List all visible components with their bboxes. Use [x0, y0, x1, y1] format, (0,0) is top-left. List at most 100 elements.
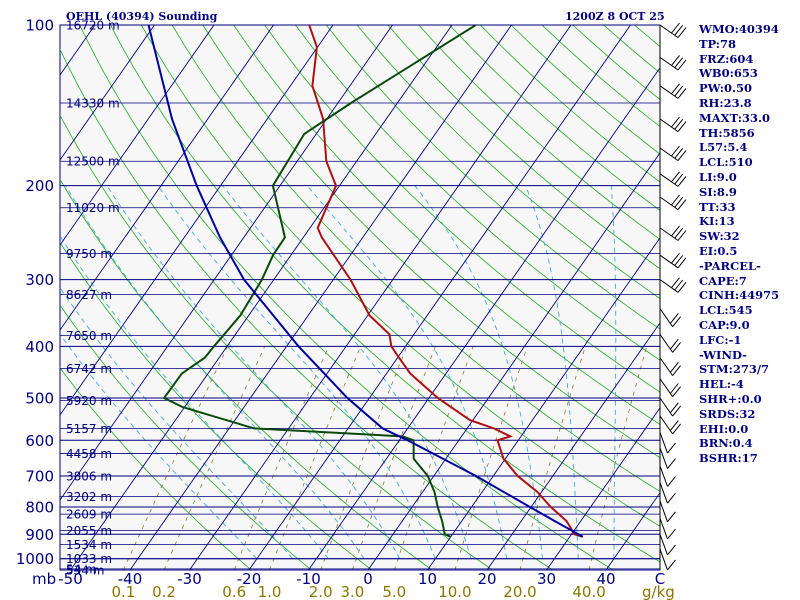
wind-barb	[659, 447, 676, 469]
isotherm	[60, 25, 215, 246]
wind-barb	[659, 482, 676, 504]
wind-barb-flag	[677, 150, 687, 161]
sounding-index: SI:8.9	[699, 184, 737, 199]
wind-barb-flag	[677, 27, 687, 38]
mixing-ratio-label: 1.0	[258, 583, 282, 600]
wind-barb-staff	[659, 173, 679, 187]
sounding-index: EHI:0.0	[699, 421, 749, 436]
wind-barb-flag	[671, 171, 680, 183]
wind-barb-staff	[659, 397, 674, 417]
temp-tick-label: -30	[177, 570, 202, 588]
isotherm	[248, 25, 631, 570]
sounding-index: LCL:510	[699, 155, 753, 170]
wind-barbs	[659, 22, 687, 571]
wind-barb-flag	[674, 227, 684, 239]
dry-adiabat	[60, 48, 554, 570]
wind-barb	[659, 194, 687, 211]
isotherm	[0, 25, 36, 570]
wind-barb-flag	[669, 338, 679, 350]
wind-barb	[659, 145, 687, 162]
wind-barb-flag	[669, 362, 679, 373]
sounding-indices-panel: WMO:40394 TP:78 FRZ:604 WB0:653 PW:0.50 RH:23…	[699, 22, 799, 466]
dry-adiabat	[356, 25, 660, 300]
wind-barb-staff	[659, 357, 674, 376]
wind-barb-flag	[672, 386, 681, 398]
sounding-index: BSHR:17	[699, 451, 758, 466]
mixing-ratio-label: 40.0	[572, 583, 605, 600]
mixing-ratio-label: 0.2	[152, 583, 176, 600]
sounding-index: CAPE:7	[699, 273, 747, 288]
wind-barb	[659, 415, 681, 435]
height-label: 11020 m	[66, 201, 120, 215]
height-label: 1534 m	[66, 538, 112, 552]
wind-barb-flag	[677, 88, 687, 99]
temp-tick-label: -40	[118, 570, 143, 588]
wind-barb	[659, 22, 687, 39]
parcel-trace	[147, 25, 584, 538]
isotherm	[486, 322, 660, 570]
height-label: 7650 m	[66, 329, 112, 343]
wind-barb-staff	[659, 85, 679, 99]
wind-barb-flag	[667, 476, 676, 487]
wind-barb-flag	[671, 277, 680, 289]
mixing-ratio-label: 3.0	[340, 583, 364, 600]
wind-barb	[659, 465, 676, 487]
wind-barb-staff	[659, 308, 674, 327]
wind-barb	[659, 225, 687, 241]
sounding-index: PW:0.50	[699, 81, 753, 96]
wind-barb-flag	[674, 85, 684, 97]
isotherm	[427, 237, 660, 570]
mixing-ratio-unit: g/kg	[642, 583, 675, 600]
pressure-tick-label: 700	[25, 468, 54, 486]
dry-adiabat	[60, 114, 493, 570]
sounding-index: LI:9.0	[699, 169, 737, 184]
wind-barb-staff	[659, 465, 668, 487]
wind-barb-flag	[674, 196, 684, 208]
pressure-unit: mb	[32, 570, 56, 588]
height-label: 8627 m	[66, 288, 112, 302]
wind-barb	[659, 277, 687, 293]
wind-barb	[659, 83, 687, 99]
temperature-trace	[308, 25, 584, 538]
wind-barb	[659, 518, 676, 540]
sounding-index: -PARCEL-	[699, 258, 761, 273]
wind-barb	[659, 171, 687, 187]
mixing-ratio-label: 10.0	[438, 583, 471, 600]
moist-adiabat	[60, 286, 293, 559]
sounding-index: CINH:44975	[699, 288, 780, 303]
height-label: 54 m	[66, 562, 97, 576]
pressure-tick-label: 800	[25, 499, 54, 517]
wind-barb-staff	[659, 432, 668, 454]
sounding-index: STM:273/7	[699, 362, 770, 377]
pressure-tick-label: 1000	[16, 550, 54, 568]
wind-barb-flag	[671, 194, 680, 206]
wind-barb-staff	[659, 196, 679, 211]
dry-adiabat	[295, 25, 660, 361]
wind-barb-flag	[667, 442, 676, 454]
wind-barb	[659, 534, 676, 556]
sounding-index: WB0:653	[699, 66, 758, 81]
wind-barb	[659, 378, 681, 398]
isotherm	[308, 67, 660, 570]
station-title: OEHL (40394) Sounding	[66, 10, 218, 23]
pressure-tick-label: 300	[25, 271, 54, 289]
mixing-ratio-line	[320, 346, 408, 570]
wind-barb-flag	[671, 225, 680, 237]
temp-tick-label: 30	[537, 570, 556, 588]
dry-adiabat	[60, 178, 433, 570]
wind-barb-staff	[659, 279, 679, 293]
sounding-traces	[147, 25, 584, 538]
sounding-index: LCL:545	[699, 303, 753, 318]
temp-tick-label: 10	[418, 570, 437, 588]
wind-barb-flag	[674, 147, 684, 159]
pressure-tick-label: 900	[25, 526, 54, 544]
sounding-index: MAXT:33.0	[699, 110, 770, 125]
wind-barb-flag	[674, 279, 684, 291]
temp-tick-label: -50	[58, 570, 83, 588]
height-label: 3202 m	[66, 490, 112, 504]
sounding-index: TH:5856	[699, 125, 755, 140]
sounding-index: TP:78	[699, 36, 737, 51]
mixing-ratio-line	[393, 346, 474, 570]
